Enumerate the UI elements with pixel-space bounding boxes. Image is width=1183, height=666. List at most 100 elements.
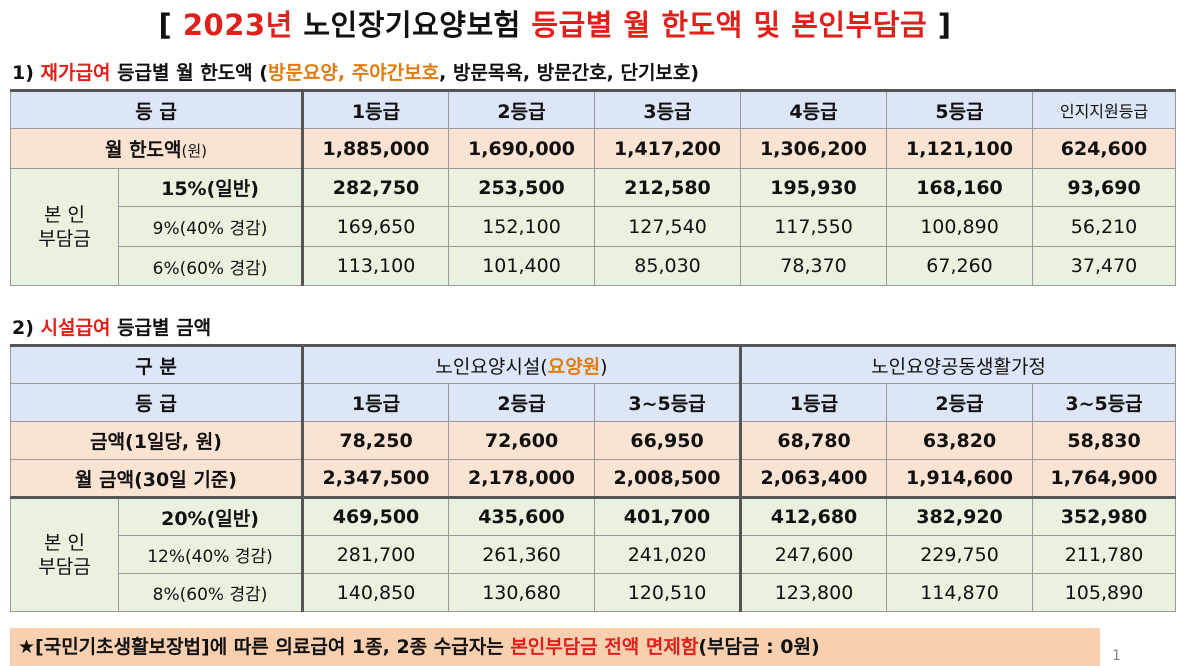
t1-copay-value: 152,100 [448, 206, 596, 247]
t2-grade: 3~5등급 [1032, 383, 1177, 422]
t2-daily-value: 58,830 [1032, 421, 1177, 460]
t2-copay-value: 114,870 [886, 573, 1034, 612]
t1-copay-value: 282,750 [302, 168, 450, 207]
t1-limit-cognitive: 624,600 [1032, 128, 1177, 169]
t2-daily-value: 68,780 [740, 421, 888, 460]
t2-facility1-pre: 노인요양시설( [435, 355, 548, 378]
t2-copay-value: 382,920 [886, 497, 1034, 536]
t1-limit-1: 1,885,000 [302, 128, 450, 169]
t1-copay-value: 117,550 [740, 206, 888, 247]
t2-monthly-value: 2,178,000 [448, 459, 596, 499]
t2-daily-value: 78,250 [302, 421, 450, 460]
section1-services-highlight: 방문요양, 주야간보호 [267, 62, 440, 84]
t1-grade-row: 등 급 1등급 2등급 3등급 4등급 5등급 인지지원등급 [9, 89, 1177, 129]
t2-copay-value: 469,500 [302, 497, 450, 536]
facility-care-table: 구 분 노인요양시설(요양원) 노인요양공동생활가정 등 급 1등급 2등급 3… [9, 344, 1177, 612]
t1-grade-5: 5등급 [886, 89, 1034, 129]
section2-num: 2) [12, 317, 41, 339]
footnote-pre: ★[국민기초생활보장법]에 따른 의료급여 1종, 2종 수급자는 [18, 636, 511, 658]
t2-grade: 1등급 [740, 383, 888, 422]
t1-limit-2: 1,690,000 [448, 128, 596, 169]
title-year: 2023년 [182, 8, 293, 42]
t1-copay-value: 78,370 [740, 246, 888, 286]
t2-copay-value: 123,800 [740, 573, 888, 612]
exemption-footnote: ★[국민기초생활보장법]에 따른 의료급여 1종, 2종 수급자는 본인부담금 … [10, 628, 1100, 666]
t2-monthly-value: 1,914,600 [886, 459, 1034, 499]
t2-division-row: 구 분 노인요양시설(요양원) 노인요양공동생활가정 [9, 344, 1177, 384]
home-care-table: 등 급 1등급 2등급 3등급 4등급 5등급 인지지원등급 월 한도액(원) … [9, 89, 1177, 286]
t1-copay-label-1: 본 인 [44, 204, 85, 226]
t1-copay-value: 212,580 [594, 168, 742, 207]
t2-copay-rate-label: 8%(60% 경감) [117, 573, 305, 612]
t2-grade-row: 등 급 1등급 2등급 3~5등급 1등급 2등급 3~5등급 [9, 383, 1177, 422]
t2-copay-value: 120,510 [594, 573, 743, 612]
t2-copay-value: 412,680 [740, 497, 888, 536]
page-number: 1 [1112, 648, 1121, 664]
t2-facility-group-home: 노인요양공동생활가정 [740, 344, 1177, 384]
t2-daily-value: 66,950 [594, 421, 743, 460]
t2-copay-rate-label: 12%(40% 경감) [117, 535, 305, 574]
t1-copay-value: 100,890 [886, 206, 1034, 247]
t2-copay-value: 241,020 [594, 535, 743, 574]
t2-monthly-value: 1,764,900 [1032, 459, 1177, 499]
t2-copay-value: 130,680 [448, 573, 596, 612]
t2-facility-nursing-home: 노인요양시설(요양원) [302, 344, 743, 384]
t2-grade-label: 등 급 [9, 383, 305, 422]
t2-grade: 2등급 [886, 383, 1034, 422]
t1-copay-value: 169,650 [302, 206, 450, 247]
section1-mid: 등급별 월 한도액 ( [110, 62, 268, 84]
t1-limit-label: 월 한도액 [104, 139, 182, 161]
t2-daily-value: 72,600 [448, 421, 596, 460]
section1-services-rest: , 방문목욕, 방문간호, 단기보호) [439, 62, 700, 84]
title-open: [ [158, 8, 183, 42]
t2-grade: 2등급 [448, 383, 596, 422]
t1-copay-value: 168,160 [886, 168, 1034, 207]
t1-limit-3: 1,417,200 [594, 128, 742, 169]
t2-monthly-value: 2,008,500 [594, 459, 743, 499]
t2-copay-value: 211,780 [1032, 535, 1177, 574]
t1-grade-4: 4등급 [740, 89, 888, 129]
t1-grade-1: 1등급 [302, 89, 450, 129]
t1-copay-value: 56,210 [1032, 206, 1177, 247]
t2-copay-label-2: 부담금 [38, 556, 91, 578]
t2-copay-group-label: 본 인 부담금 [10, 497, 119, 612]
t2-copay-row-40: 12%(40% 경감) 281,700 261,360 241,020 247,… [11, 535, 1177, 574]
footnote-post: (부담금 : 0원) [698, 636, 820, 658]
t1-limit-5: 1,121,100 [886, 128, 1034, 169]
t1-copay-value: 37,470 [1032, 246, 1177, 286]
t1-grade-2: 2등급 [448, 89, 596, 129]
t2-grade: 1등급 [302, 383, 450, 422]
t2-copay-value: 105,890 [1032, 573, 1177, 612]
t1-copay-rate-label: 15%(일반) [117, 168, 305, 207]
title-close: ] [927, 8, 952, 42]
section2-rest: 등급별 금액 [110, 317, 212, 339]
t1-copay-value: 195,930 [740, 168, 888, 207]
t2-copay-value: 261,360 [448, 535, 596, 574]
t1-copay-row-60: 6%(60% 경감) 113,100 101,400 85,030 78,370… [11, 246, 1177, 286]
title-highlight: 등급별 월 한도액 및 본인부담금 [531, 8, 928, 42]
t1-copay-value: 113,100 [302, 246, 450, 286]
t1-copay-rate-label: 9%(40% 경감) [117, 206, 305, 247]
section2-name: 시설급여 [40, 317, 111, 339]
t2-copay-rate-label: 20%(일반) [117, 497, 305, 536]
t2-copay-value: 247,600 [740, 535, 888, 574]
t1-copay-row-40: 9%(40% 경감) 169,650 152,100 127,540 117,5… [11, 206, 1177, 247]
t1-copay-value: 67,260 [886, 246, 1034, 286]
t2-daily-label: 금액(1일당, 원) [9, 421, 305, 460]
t2-daily-row: 금액(1일당, 원) 78,250 72,600 66,950 68,780 6… [9, 421, 1177, 460]
section2-heading: 2) 시설급여 등급별 금액 [12, 313, 211, 340]
t2-monthly-value: 2,347,500 [302, 459, 450, 499]
t2-facility1-post: ) [600, 355, 608, 378]
t2-copay-label-1: 본 인 [44, 532, 85, 554]
t1-limit-4: 1,306,200 [740, 128, 888, 169]
t1-copay-rate-label: 6%(60% 경감) [117, 246, 305, 286]
t1-copay-group-label: 본 인 부담금 [10, 168, 119, 286]
t2-copay-value: 229,750 [886, 535, 1034, 574]
t1-copay-value: 93,690 [1032, 168, 1177, 207]
t2-copay-value: 140,850 [302, 573, 450, 612]
page-title: [ 2023년 노인장기요양보험 등급별 월 한도액 및 본인부담금 ] [0, 2, 1110, 44]
t2-grade: 3~5등급 [594, 383, 743, 422]
t1-copay-row-general: 본 인 부담금 15%(일반) 282,750 253,500 212,580 1… [10, 168, 1177, 286]
t1-limit-label-cell: 월 한도액(원) [9, 128, 305, 169]
t2-facility1-highlight: 요양원 [547, 355, 601, 378]
